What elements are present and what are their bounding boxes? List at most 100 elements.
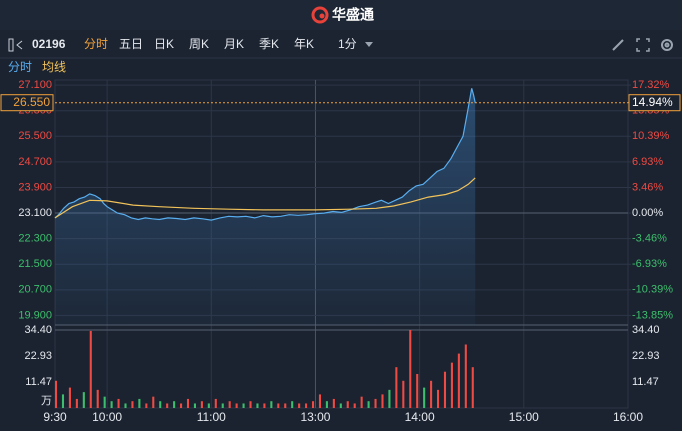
x-tick-label: 10:00 <box>92 410 122 424</box>
volume-bar <box>298 403 301 408</box>
period-tab[interactable]: 季K <box>259 37 279 51</box>
volume-bar <box>353 403 356 408</box>
volume-bar <box>200 401 203 408</box>
y-tick-label: 23.900 <box>18 181 52 193</box>
volume-bar <box>180 403 183 408</box>
y2-tick-label: 11.47 <box>632 376 659 388</box>
y2-tick-label: -13.85% <box>632 309 673 321</box>
y-tick-label: 25.500 <box>18 130 52 142</box>
y2-tick-label: 10.39% <box>632 130 670 142</box>
volume-bar <box>284 403 287 408</box>
period-tab[interactable]: 年K <box>294 37 314 51</box>
volume-bar <box>131 401 134 408</box>
legend-entry[interactable]: 均线 <box>42 60 66 74</box>
collapse-icon[interactable] <box>8 38 23 52</box>
y-tick-label: 11.47 <box>25 376 52 388</box>
y-tick-label: 27.100 <box>18 79 52 91</box>
volume-bar <box>228 401 231 408</box>
volume-bar <box>103 396 106 408</box>
volume-bar <box>381 394 384 408</box>
volume-bar <box>270 401 273 408</box>
brand-name: 华盛通 <box>332 7 374 23</box>
dropdown-arrow[interactable] <box>365 42 373 47</box>
volume-bar <box>416 373 419 408</box>
y-tick-label: 21.500 <box>18 258 52 270</box>
y2-tick-label: 6.93% <box>632 156 663 168</box>
volume-bar <box>145 403 148 408</box>
volume-bar <box>242 403 245 408</box>
x-tick-label: 13:00 <box>300 410 330 424</box>
volume-bar <box>409 330 412 408</box>
last-change-box <box>628 94 681 112</box>
period-tab[interactable]: 月K <box>224 37 244 51</box>
volume-bar <box>166 403 169 408</box>
volume-bar <box>388 389 391 408</box>
volume-bar <box>68 387 71 408</box>
volume-bar <box>374 398 377 408</box>
volume-bar <box>96 389 99 408</box>
volume-bar <box>61 394 65 408</box>
y-tick-label: 22.93 <box>24 350 52 362</box>
volume-bar <box>443 371 447 408</box>
y2-tick-label: 17.32% <box>632 79 670 91</box>
period-tab[interactable]: 五日 <box>119 37 143 51</box>
x-tick-label: 15:00 <box>509 410 539 424</box>
stock-code: 02196 <box>32 37 66 51</box>
y2-tick-label: -10.39% <box>632 284 673 296</box>
period-tab[interactable]: 分时 <box>84 37 108 51</box>
y2-tick-label: 3.46% <box>632 181 663 193</box>
volume-bar <box>256 403 259 408</box>
volume-bar <box>325 401 328 408</box>
volume-bar <box>471 367 474 408</box>
volume-bar <box>75 398 78 408</box>
y-tick-label: 34.40 <box>24 324 52 336</box>
y2-tick-label: -6.93% <box>632 258 667 270</box>
volume-bar <box>207 403 210 408</box>
x-tick-label: 9:30 <box>43 410 67 424</box>
volume-bar <box>291 401 294 408</box>
volume-bar <box>332 398 335 408</box>
volume-bar <box>263 403 266 408</box>
x-tick-label: 14:00 <box>405 410 435 424</box>
brand-logo <box>311 6 329 24</box>
volume-bar <box>152 396 155 408</box>
volume-bar <box>249 401 252 408</box>
x-tick-label: 11:00 <box>197 410 226 424</box>
interval-select[interactable]: 1分 <box>338 37 357 51</box>
volume-bar <box>277 403 280 408</box>
y-tick-label: 19.900 <box>18 309 52 321</box>
last-change-label: 14.94% <box>632 95 673 109</box>
volume-bar <box>117 398 120 408</box>
volume-bar <box>402 380 405 408</box>
toolbar <box>0 30 682 58</box>
period-tab[interactable]: 周K <box>189 37 209 51</box>
volume-bar <box>110 401 113 408</box>
volume-bar <box>55 380 58 408</box>
y-tick-label: 23.100 <box>18 207 52 219</box>
last-price-label: 26.550 <box>13 95 50 109</box>
period-tab[interactable]: 日K <box>154 37 174 51</box>
volume-bar <box>173 401 176 408</box>
y2-tick-label: 22.93 <box>632 350 660 362</box>
volume-bar <box>138 398 141 408</box>
volume-bar <box>423 387 426 408</box>
y2-tick-label: 0.00% <box>632 207 663 219</box>
y2-tick-label: 34.40 <box>632 324 660 336</box>
volume-bar <box>395 367 398 408</box>
fullscreen-icon[interactable] <box>636 38 650 52</box>
volume-bar <box>360 396 363 408</box>
y-tick-label: 22.300 <box>18 233 52 245</box>
legend-entry[interactable]: 分时 <box>8 60 32 74</box>
y-tick-label: 20.700 <box>18 284 52 296</box>
average-line <box>54 177 476 219</box>
settings-icon[interactable] <box>661 39 673 51</box>
last-price-box <box>0 94 54 112</box>
volume-bar <box>457 353 460 408</box>
volume-bar <box>430 380 433 408</box>
volume-bar <box>82 392 85 408</box>
volume-bar <box>450 362 453 408</box>
volume-bar <box>464 344 467 408</box>
x-tick-label: 16:00 <box>613 410 643 424</box>
volume-bar <box>235 403 238 408</box>
draw-icon[interactable] <box>612 39 624 51</box>
